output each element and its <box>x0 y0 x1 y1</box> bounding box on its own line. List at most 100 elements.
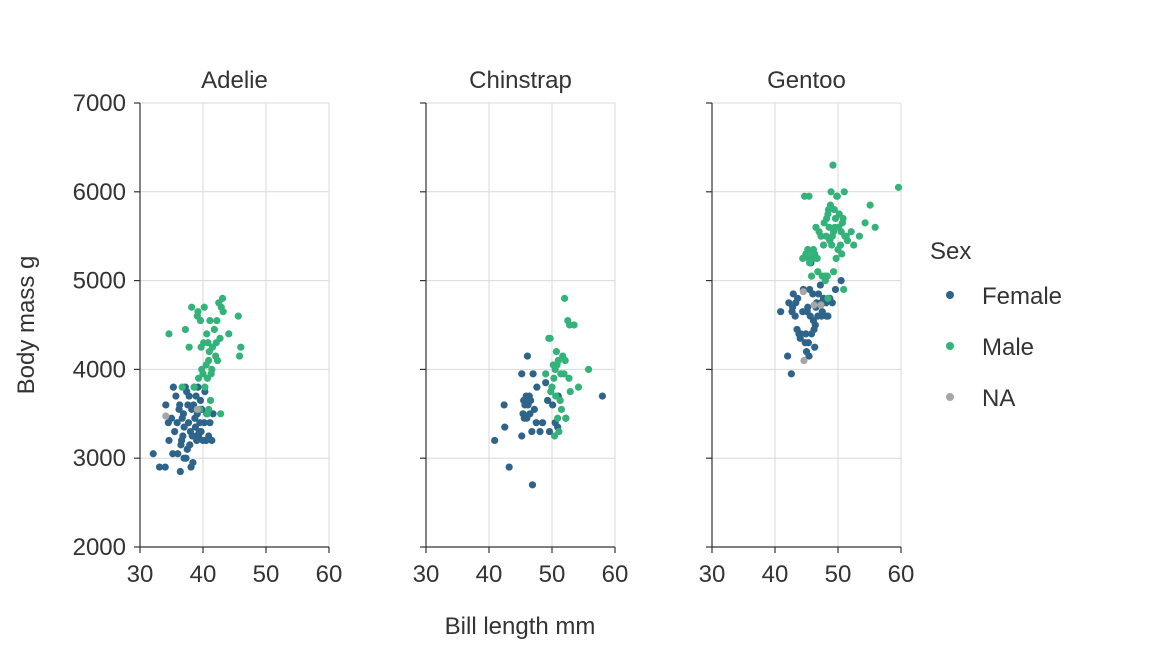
data-point-male <box>205 405 213 413</box>
data-point-female <box>805 352 813 360</box>
x-tick-label: 30 <box>127 561 154 588</box>
data-point-female <box>806 312 814 320</box>
data-point-female <box>797 330 805 338</box>
data-point-male <box>843 237 852 245</box>
data-point-female <box>180 454 188 462</box>
data-point-female <box>801 339 809 347</box>
legend-swatch-na <box>946 393 954 401</box>
data-point-male <box>861 219 869 227</box>
data-point-female <box>196 396 205 405</box>
data-point-male <box>178 383 186 391</box>
data-point-female <box>500 401 508 409</box>
data-point-male <box>832 254 840 262</box>
data-point-male <box>830 205 838 214</box>
data-point-male <box>188 303 196 311</box>
data-point-male <box>542 370 550 378</box>
data-point-female <box>538 419 547 427</box>
data-point-female <box>811 343 819 351</box>
data-point-female <box>831 285 840 294</box>
data-point-female <box>161 463 169 471</box>
data-point-male <box>199 370 207 378</box>
data-point-male <box>550 432 559 440</box>
data-point-female <box>789 290 797 298</box>
x-tick-label: 50 <box>253 561 280 588</box>
data-point-male <box>850 241 858 249</box>
data-point-male <box>824 294 832 302</box>
data-point-female <box>179 432 187 440</box>
data-point-male <box>225 330 233 338</box>
data-point-male <box>194 374 203 382</box>
data-point-female <box>529 370 537 378</box>
data-point-female <box>549 401 557 409</box>
data-point-male <box>205 356 213 365</box>
data-point-male <box>234 312 242 320</box>
data-point-male <box>871 223 879 231</box>
data-point-male <box>554 414 562 422</box>
data-point-na <box>193 405 201 413</box>
data-point-male <box>185 343 193 351</box>
data-point-male <box>556 396 564 405</box>
data-point-male <box>574 383 583 391</box>
data-point-male <box>210 325 218 334</box>
y-tick-label: 4000 <box>73 356 126 383</box>
data-point-female <box>176 467 184 476</box>
data-point-female <box>791 312 799 320</box>
data-point-male <box>828 241 836 249</box>
data-point-male <box>584 365 593 373</box>
data-point-male <box>839 214 847 223</box>
x-tick-label: 40 <box>190 561 217 588</box>
data-point-male <box>550 374 558 382</box>
data-point-female <box>165 436 173 445</box>
x-tick-label: 30 <box>413 561 440 588</box>
data-point-female <box>149 450 157 458</box>
data-point-male <box>206 396 215 405</box>
data-point-female <box>528 427 536 436</box>
x-tick-label: 40 <box>476 561 503 588</box>
data-point-male <box>213 316 221 325</box>
x-tick-label: 50 <box>825 561 852 588</box>
data-point-male <box>866 201 874 209</box>
data-point-male <box>829 161 837 169</box>
y-tick-label: 6000 <box>73 179 126 206</box>
data-point-female <box>174 450 182 458</box>
data-point-male <box>807 272 816 280</box>
data-point-male <box>552 392 560 400</box>
data-point-male <box>894 183 903 191</box>
data-point-male <box>557 405 566 413</box>
data-point-male <box>566 388 574 396</box>
data-point-female <box>837 277 845 285</box>
facet-title: Adelie <box>201 67 268 94</box>
y-tick-label: 3000 <box>73 445 126 472</box>
data-point-male <box>554 356 562 365</box>
x-tick-label: 40 <box>762 561 789 588</box>
data-point-female <box>162 401 170 409</box>
data-point-male <box>190 383 198 391</box>
data-point-female <box>524 401 532 409</box>
data-point-male <box>561 294 569 302</box>
data-point-female <box>784 352 792 360</box>
data-point-female <box>533 383 541 391</box>
data-point-male <box>840 285 848 294</box>
data-point-female <box>823 312 831 320</box>
data-point-female <box>206 419 214 427</box>
data-point-female <box>169 450 177 458</box>
facet-title: Chinstrap <box>469 67 572 94</box>
data-point-female <box>526 410 534 418</box>
data-point-male <box>801 192 809 200</box>
data-point-female <box>192 392 200 400</box>
data-point-male <box>804 245 812 254</box>
data-point-male <box>560 370 568 378</box>
data-point-female <box>828 299 836 307</box>
data-point-male <box>194 308 202 316</box>
data-point-female <box>532 419 540 427</box>
data-point-male <box>814 268 822 276</box>
data-point-male <box>181 325 189 334</box>
data-point-female <box>785 299 793 307</box>
data-point-male <box>570 321 578 329</box>
data-point-male <box>213 356 222 365</box>
data-point-male <box>219 308 227 316</box>
data-point-female <box>802 330 810 338</box>
data-point-female <box>598 392 607 400</box>
data-point-male <box>235 352 244 360</box>
x-axis-title: Bill length mm <box>445 613 596 640</box>
